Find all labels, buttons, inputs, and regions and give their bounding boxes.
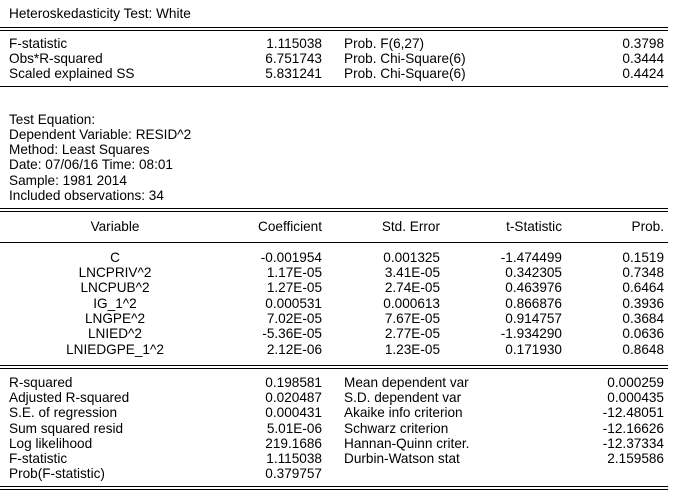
std-error: 7.67E-05 [384,311,440,326]
test-label: F-statistic [9,36,68,51]
column-header: Std. Error [381,219,440,234]
column-header: Variable [90,219,140,234]
divider [0,368,668,369]
stat-value: 0.000259 [607,375,664,390]
stat-label: Prob(F-statistic) [9,466,105,481]
test-value: 6.751743 [265,51,322,66]
variable-name: LNCPUB^2 [80,280,150,295]
variable-name: C [110,250,120,265]
stat-label: R-squared [9,375,73,390]
std-error: 0.000613 [383,296,440,311]
stat-value: 0.000431 [265,405,322,420]
test-value: 5.831241 [265,66,322,81]
test-prob: 0.4424 [622,66,664,81]
stat-label: Log likelihood [9,436,93,451]
stat-value: 0.020487 [265,390,322,405]
test-prob-label: Prob. Chi-Square(6) [344,51,466,66]
t-statistic: 0.171930 [505,342,562,357]
stat-label: Schwarz criterion [344,421,449,436]
stat-label: Adjusted R-squared [9,390,130,405]
stat-label: F-statistic [9,451,68,466]
stat-label: S.E. of regression [9,405,118,420]
stat-label: Hannan-Quinn criter. [344,436,470,451]
info-line: Sample: 1981 2014 [9,173,127,188]
std-error: 2.74E-05 [384,280,440,295]
test-prob-label: Prob. Chi-Square(6) [344,66,466,81]
stat-label: Sum squared resid [9,421,124,436]
stat-value: 0.000435 [607,390,664,405]
t-statistic: -1.934290 [500,326,562,341]
stat-value: 219.1686 [265,436,322,451]
column-header: Prob. [631,219,665,234]
stat-value: 2.159586 [607,451,664,466]
test-prob-label: Prob. F(6,27) [344,36,425,51]
prob-value: 0.7348 [622,265,664,280]
test-value: 1.115038 [266,36,322,51]
stat-value: 5.01E-06 [266,421,322,436]
test-prob: 0.3444 [622,51,664,66]
prob-value: 0.8648 [622,342,664,357]
page-title: Heteroskedasticity Test: White [9,6,191,21]
divider [0,486,668,487]
divider [0,489,668,490]
std-error: 0.001325 [383,250,440,265]
divider [0,211,668,212]
divider [0,242,668,243]
coefficient: 0.000531 [265,296,322,311]
t-statistic: 0.463976 [505,280,562,295]
info-line: Test Equation: [9,112,96,127]
t-statistic: 0.342305 [505,265,562,280]
t-statistic: 0.866876 [505,296,562,311]
column-header: t-Statistic [506,219,562,234]
test-prob: 0.3798 [622,36,664,51]
coefficient: 7.02E-05 [266,311,322,326]
test-label: Scaled explained SS [9,66,135,81]
variable-name: LNIED^2 [88,326,142,341]
column-header: Coefficient [258,219,322,234]
stat-value: -12.16626 [602,421,664,436]
coefficient: 1.17E-05 [266,265,322,280]
prob-value: 0.3936 [622,296,664,311]
stat-value: -12.37334 [602,436,664,451]
stat-value: 0.198581 [265,375,322,390]
divider [0,27,668,28]
coefficient: -0.001954 [260,250,322,265]
stat-label: Durbin-Watson stat [344,451,460,466]
prob-value: 0.1519 [622,250,664,265]
info-line: Date: 07/06/16 Time: 08:01 [9,157,173,172]
std-error: 3.41E-05 [384,265,440,280]
divider [0,365,668,366]
stat-value: -12.48051 [602,405,664,420]
stat-label: Akaike info criterion [344,405,463,420]
info-line: Method: Least Squares [9,142,150,157]
divider [0,208,668,209]
stat-value: 1.115038 [266,451,322,466]
test-label: Obs*R-squared [9,51,103,66]
stat-label: Mean dependent var [344,375,469,390]
coefficient: 2.12E-06 [266,342,322,357]
divider [0,30,668,31]
info-line: Included observations: 34 [9,188,164,203]
prob-value: 0.6464 [622,280,664,295]
t-statistic: -1.474499 [500,250,562,265]
std-error: 1.23E-05 [384,342,440,357]
t-statistic: 0.914757 [505,311,562,326]
coefficient: -5.36E-05 [262,326,322,341]
variable-name: LNCPRIV^2 [78,265,152,280]
coefficient: 1.27E-05 [266,280,322,295]
divider [0,86,668,87]
stat-value: 0.379757 [265,466,322,481]
std-error: 2.77E-05 [384,326,440,341]
prob-value: 0.3684 [622,311,664,326]
stat-label: S.D. dependent var [344,390,462,405]
info-line: Dependent Variable: RESID^2 [9,127,192,142]
prob-value: 0.0636 [622,326,664,341]
variable-name: LNGPE^2 [84,311,146,326]
variable-name: LNIEDGPE_1^2 [66,342,164,357]
variable-name: IG_1^2 [93,296,137,311]
